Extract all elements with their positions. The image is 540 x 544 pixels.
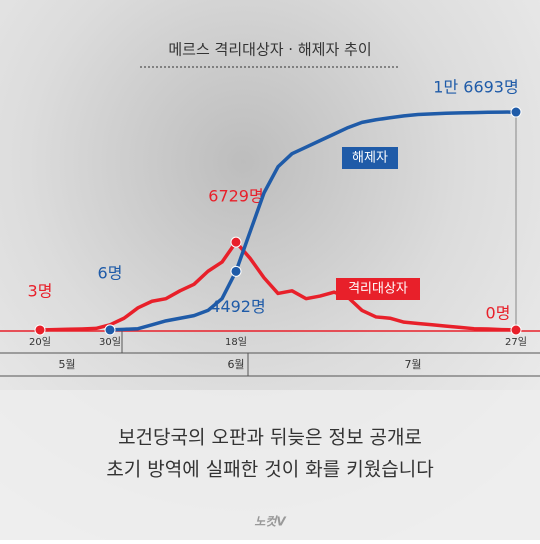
x-tick-label: 18일 — [225, 336, 247, 348]
series-line — [109, 110, 517, 332]
point-marker — [510, 106, 522, 118]
month-label: 5월 — [58, 358, 75, 371]
value-label: 4492명 — [210, 297, 265, 316]
caption-background — [0, 390, 540, 540]
point-marker — [230, 265, 242, 277]
point-marker — [104, 324, 116, 336]
value-label: 6명 — [98, 263, 123, 282]
caption-line: 초기 방역에 실패한 것이 화를 키웠습니다 — [106, 459, 433, 481]
value-label: 3명 — [28, 281, 53, 300]
month-label: 7월 — [404, 358, 421, 371]
value-label: 6729명 — [208, 187, 263, 206]
x-tick-label: 30일 — [99, 336, 121, 348]
point-marker — [510, 324, 522, 336]
logo: 노컷V — [254, 515, 287, 529]
point-marker — [34, 324, 46, 336]
value-label: 1만 6693명 — [433, 78, 518, 97]
series-tag — [342, 147, 398, 169]
series-tag — [336, 278, 420, 300]
series-line — [39, 240, 517, 332]
chart-title: 메르스 격리대상자 · 해제자 추이 — [168, 41, 371, 59]
legend-label: 해제자 — [352, 151, 388, 166]
x-tick-label: 20일 — [29, 336, 51, 348]
legend-label: 격리대상자 — [348, 282, 408, 297]
x-tick-label: 27일 — [505, 336, 527, 348]
point-marker — [230, 236, 242, 248]
value-label: 0명 — [486, 304, 511, 323]
caption-line: 보건당국의 오판과 뒤늦은 정보 공개로 — [118, 427, 422, 449]
month-label: 6월 — [227, 358, 244, 371]
